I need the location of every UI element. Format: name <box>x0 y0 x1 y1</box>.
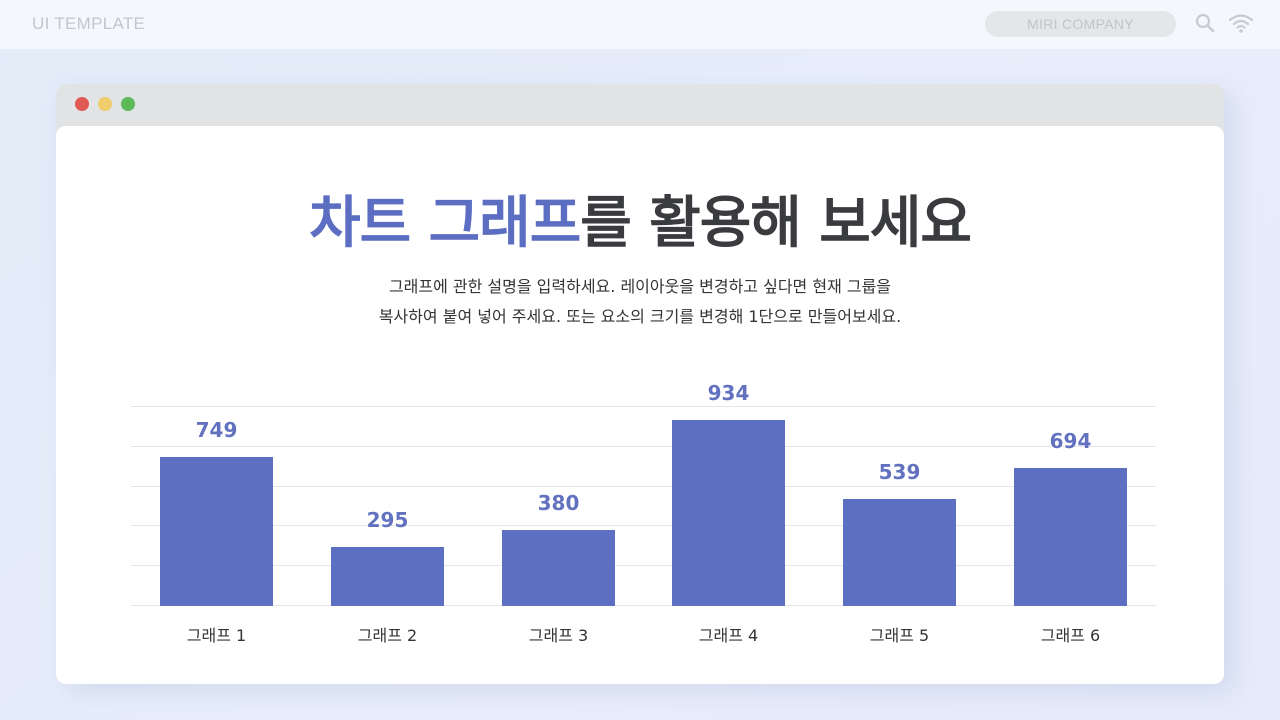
chart-bar[interactable] <box>1014 468 1127 606</box>
bar-value-label: 380 <box>537 491 580 515</box>
bar-chart: 749 295 380 934 539 694 <box>131 381 1156 606</box>
chart-bar[interactable] <box>843 499 956 606</box>
grid-line <box>131 446 1156 447</box>
category-label: 그래프 5 <box>869 626 930 645</box>
grid-line <box>131 406 1156 407</box>
chart-bar[interactable] <box>672 420 785 606</box>
bar-value-label: 934 <box>707 381 750 405</box>
page-title: 차트 그래프를 활용해 보세요 <box>56 178 1224 259</box>
title-accent: 차트 그래프 <box>309 191 581 256</box>
chart-bar[interactable] <box>160 457 273 606</box>
chart-bar[interactable] <box>502 530 615 606</box>
description: 그래프에 관한 설명을 입력하세요. 레이아웃을 변경하고 싶다면 현재 그룹을… <box>56 272 1224 332</box>
minimize-button[interactable] <box>98 97 112 111</box>
close-button[interactable] <box>75 97 89 111</box>
title-rest: 를 활용해 보세요 <box>580 191 972 256</box>
category-label: 그래프 1 <box>186 626 247 645</box>
grid-line <box>131 486 1156 487</box>
bar-value-label: 749 <box>195 418 238 442</box>
description-line-2: 복사하여 붙여 넣어 주세요. 또는 요소의 크기를 변경해 1단으로 만들어보… <box>378 307 902 326</box>
category-label: 그래프 3 <box>528 626 589 645</box>
top-bar: UI TEMPLATE MIRI COMPANY <box>0 0 1280 49</box>
grid-line <box>131 565 1156 566</box>
category-label: 그래프 2 <box>357 626 418 645</box>
search-icon[interactable] <box>1194 12 1216 38</box>
company-badge[interactable]: MIRI COMPANY <box>985 11 1176 37</box>
grid-line <box>131 525 1156 526</box>
bar-value-label: 295 <box>366 508 409 532</box>
wifi-icon <box>1228 12 1254 38</box>
bar-value-label: 539 <box>878 460 921 484</box>
chart-bar[interactable] <box>331 547 444 606</box>
category-label: 그래프 4 <box>698 626 759 645</box>
brand-label: UI TEMPLATE <box>32 14 146 33</box>
window-controls <box>75 97 135 111</box>
grid-line <box>131 605 1156 606</box>
browser-window: 차트 그래프를 활용해 보세요 그래프에 관한 설명을 입력하세요. 레이아웃을… <box>56 84 1224 684</box>
description-line-1: 그래프에 관한 설명을 입력하세요. 레이아웃을 변경하고 싶다면 현재 그룹을 <box>388 277 892 296</box>
category-label: 그래프 6 <box>1040 626 1101 645</box>
maximize-button[interactable] <box>121 97 135 111</box>
content-panel: 차트 그래프를 활용해 보세요 그래프에 관한 설명을 입력하세요. 레이아웃을… <box>56 126 1224 684</box>
bar-value-label: 694 <box>1049 429 1092 453</box>
